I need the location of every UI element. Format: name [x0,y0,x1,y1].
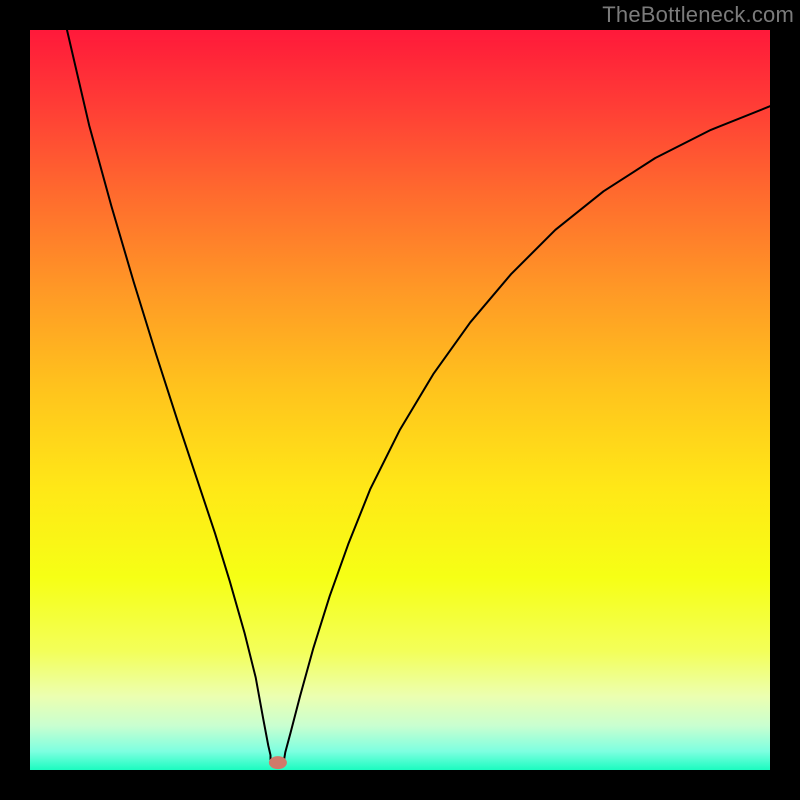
minimum-marker [269,756,287,769]
watermark-text: TheBottleneck.com [602,2,794,28]
plot-area [30,30,770,770]
figure-root: TheBottleneck.com [0,0,800,800]
chart-svg [0,0,800,800]
